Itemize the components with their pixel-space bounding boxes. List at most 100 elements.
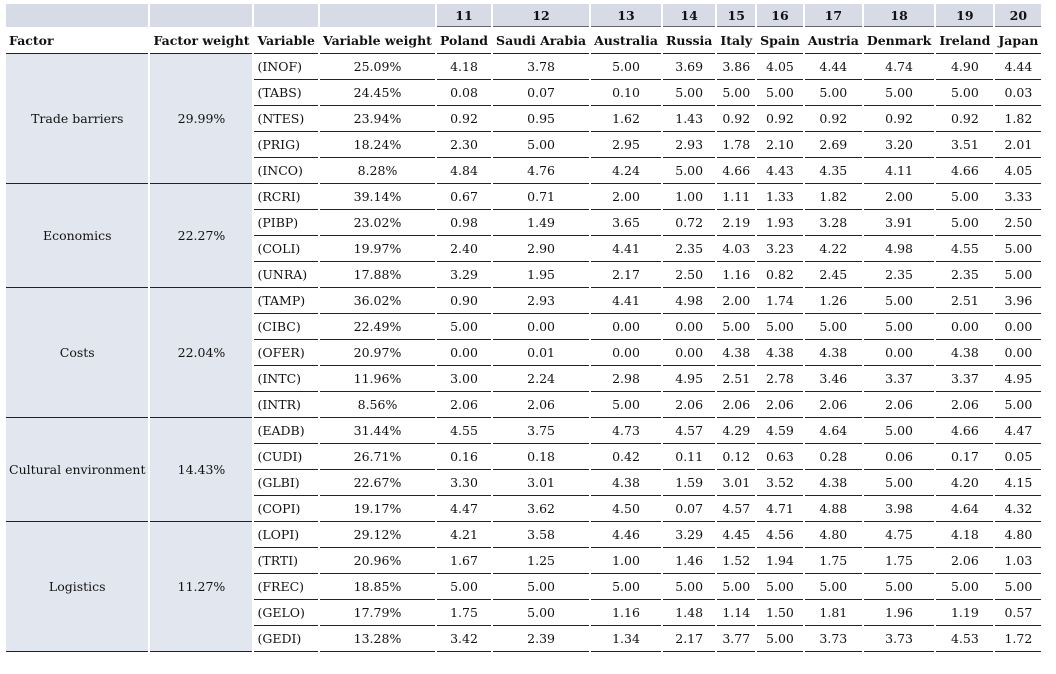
score-cell: 3.91 — [863, 210, 935, 236]
score-cell: 4.05 — [757, 54, 803, 80]
score-cell: 1.25 — [493, 548, 590, 574]
score-cell: 3.01 — [717, 470, 756, 496]
table-row: (PRIG) 18.24% 2.30 5.00 2.95 2.93 1.78 2.10 2.69… — [6, 132, 1042, 158]
variable-cell: (TABS) — [254, 80, 319, 106]
score-cell: 5.00 — [804, 314, 862, 340]
variable-weight-cell: 18.85% — [320, 574, 435, 600]
score-cell: 1.96 — [863, 600, 935, 626]
score-cell: 4.80 — [995, 522, 1042, 548]
score-cell: 3.37 — [863, 366, 935, 392]
score-cell: 5.00 — [863, 80, 935, 106]
score-cell: 0.08 — [436, 80, 492, 106]
factor-weight-cell: 29.99% — [150, 54, 253, 184]
variable-weight-cell: 26.71% — [320, 444, 435, 470]
variable-cell: (EADB) — [254, 418, 319, 444]
score-cell: 1.43 — [662, 106, 716, 132]
country-number: 18 — [863, 4, 935, 27]
score-cell: 1.11 — [717, 184, 756, 210]
score-cell: 0.28 — [804, 444, 862, 470]
country-number-row: 11 12 13 14 15 16 17 18 19 20 — [6, 4, 1042, 27]
score-cell: 4.21 — [436, 522, 492, 548]
score-cell: 5.00 — [863, 418, 935, 444]
score-cell: 3.78 — [493, 54, 590, 80]
score-cell: 3.23 — [757, 236, 803, 262]
score-cell: 1.03 — [995, 548, 1042, 574]
score-cell: 5.00 — [493, 600, 590, 626]
score-cell: 5.00 — [936, 184, 994, 210]
score-cell: 2.01 — [995, 132, 1042, 158]
variable-weight-cell: 29.12% — [320, 522, 435, 548]
table-row: (GELO) 17.79% 1.75 5.00 1.16 1.48 1.14 1.50 1.81… — [6, 600, 1042, 626]
score-cell: 4.80 — [804, 522, 862, 548]
factor-cell: Cultural environment — [6, 418, 149, 522]
variable-weight-cell: 22.49% — [320, 314, 435, 340]
table-row: Costs 22.04% (TAMP) 36.02% 0.90 2.93 4.41 4.98 2… — [6, 288, 1042, 418]
score-cell: 5.00 — [995, 392, 1042, 418]
score-cell: 1.93 — [757, 210, 803, 236]
score-cell: 4.45 — [717, 522, 756, 548]
score-cell: 4.66 — [936, 158, 994, 184]
score-cell: 0.67 — [436, 184, 492, 210]
score-cell: 4.98 — [662, 288, 716, 314]
variable-cell: (INCO) — [254, 158, 319, 184]
score-cell: 1.33 — [757, 184, 803, 210]
column-header-row: Factor Factor weight Variable Variable w… — [6, 27, 1042, 54]
score-cell: 5.00 — [717, 314, 756, 340]
variable-weight-cell: 8.56% — [320, 392, 435, 418]
score-cell: 3.73 — [804, 626, 862, 652]
score-cell: 5.00 — [804, 574, 862, 600]
score-cell: 0.71 — [493, 184, 590, 210]
variable-cell: (FREC) — [254, 574, 319, 600]
score-cell: 5.00 — [662, 80, 716, 106]
variable-weight-cell: 13.28% — [320, 626, 435, 652]
variable-cell: (INTC) — [254, 366, 319, 392]
score-cell: 4.53 — [936, 626, 994, 652]
score-cell: 4.15 — [995, 470, 1042, 496]
score-cell: 0.06 — [863, 444, 935, 470]
country-number: 14 — [662, 4, 716, 27]
score-cell: 0.00 — [493, 314, 590, 340]
factor-weight-cell: 22.04% — [150, 288, 253, 418]
score-cell: 3.51 — [936, 132, 994, 158]
score-cell: 4.29 — [717, 418, 756, 444]
variable-cell: (COLI) — [254, 236, 319, 262]
table-row: (OFER) 20.97% 0.00 0.01 0.00 0.00 4.38 4.38 4.38… — [6, 340, 1042, 366]
score-cell: 5.00 — [757, 626, 803, 652]
score-cell: 4.11 — [863, 158, 935, 184]
score-cell: 0.03 — [995, 80, 1042, 106]
score-cell: 1.75 — [863, 548, 935, 574]
score-cell: 2.95 — [591, 132, 661, 158]
score-cell: 4.55 — [436, 418, 492, 444]
score-cell: 0.01 — [493, 340, 590, 366]
score-cell: 3.01 — [493, 470, 590, 496]
score-cell: 3.62 — [493, 496, 590, 522]
variable-weight-cell: 20.96% — [320, 548, 435, 574]
score-cell: 2.06 — [717, 392, 756, 418]
score-cell: 2.45 — [804, 262, 862, 288]
table-row: Economics 22.27% (RCRI) 39.14% 0.67 0.71 2.00 1… — [6, 184, 1042, 288]
score-cell: 3.30 — [436, 470, 492, 496]
score-cell: 5.00 — [436, 314, 492, 340]
country-number: 19 — [936, 4, 994, 27]
score-cell: 1.19 — [936, 600, 994, 626]
score-cell: 1.14 — [717, 600, 756, 626]
score-cell: 4.32 — [995, 496, 1042, 522]
score-cell: 0.92 — [863, 106, 935, 132]
score-cell: 2.51 — [717, 366, 756, 392]
factor-weight-cell: 22.27% — [150, 184, 253, 288]
score-cell: 1.67 — [436, 548, 492, 574]
variable-cell: (PIBP) — [254, 210, 319, 236]
score-cell: 1.82 — [804, 184, 862, 210]
variable-cell: (COPI) — [254, 496, 319, 522]
table-row: (INTR) 8.56% 2.06 2.06 5.00 2.06 2.06 2.06 2.06 2… — [6, 392, 1042, 418]
score-cell: 0.12 — [717, 444, 756, 470]
score-cell: 4.76 — [493, 158, 590, 184]
table-body: Trade barriers 29.99% (INOF) 25.09% 4.18 3.78… — [6, 54, 1042, 652]
variable-cell: (GLBI) — [254, 470, 319, 496]
score-cell: 3.65 — [591, 210, 661, 236]
score-cell: 0.63 — [757, 444, 803, 470]
score-cell: 2.17 — [662, 626, 716, 652]
score-cell: 1.00 — [591, 548, 661, 574]
score-cell: 4.35 — [804, 158, 862, 184]
score-cell: 4.18 — [436, 54, 492, 80]
